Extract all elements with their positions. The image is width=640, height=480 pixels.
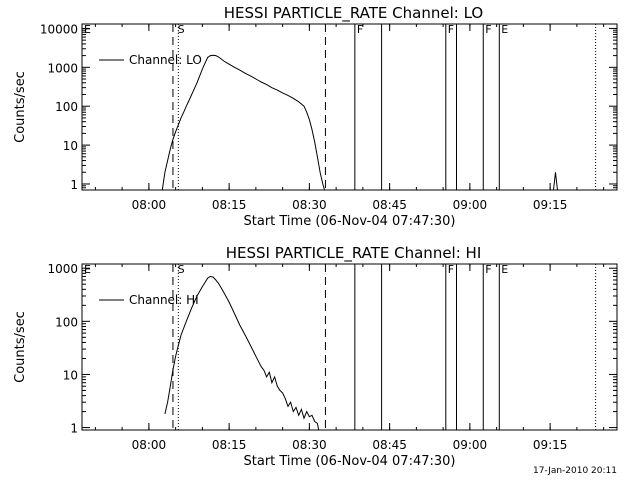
flag-label: F [485,23,491,36]
y-tick-label: 1000 [47,262,78,276]
flag-label: E [501,23,508,36]
flag-label: F [357,23,363,36]
legend-label: Channel: LO [129,53,202,67]
x-tick-label: 08:30 [292,438,327,452]
series-line-channel-lo [161,54,325,191]
flag-label: E [84,23,91,36]
x-tick-label: 08:45 [372,438,407,452]
flag-label: S [178,263,185,276]
flag-label: E [501,263,508,276]
x-axis-label: Start Time (06-Nov-04 07:47:30) [244,454,456,469]
plot-frame [81,23,618,191]
y-tick-label: 10 [63,139,78,153]
flag-label: F [448,23,454,36]
x-tick-label: 09:15 [533,198,568,212]
x-tick-label: 09:15 [533,438,568,452]
y-tick-label: 100 [55,315,78,329]
y-tick-label: 10 [63,368,78,382]
chart-title: HESSI PARTICLE_RATE Channel: LO [224,4,483,23]
y-tick-label: 100 [55,100,78,114]
legend-label: Channel: HI [129,293,199,307]
x-tick-label: 08:00 [132,438,167,452]
x-tick-label: 08:30 [292,198,327,212]
chart-title: HESSI PARTICLE_RATE Channel: HI [226,244,482,263]
series-line-channel-hi [164,275,320,431]
chart-panel-lo: HESSI PARTICLE_RATE Channel: LO Start Tim… [13,4,618,229]
y-tick-label: 1000 [47,61,78,75]
data-spike [552,172,558,191]
x-tick-label: 09:00 [453,198,488,212]
flag-label: F [485,263,491,276]
x-axis-label: Start Time (06-Nov-04 07:47:30) [244,214,456,229]
flag-label: S [178,23,185,36]
y-axis-label: Counts/sec [13,311,28,383]
x-tick-label: 08:00 [132,198,167,212]
flag-label: E [84,263,91,276]
y-tick-label: 10000 [40,22,78,36]
footer-date: 17-Jan-2010 20:11 [533,466,617,476]
y-axis-label: Counts/sec [13,71,28,143]
x-tick-label: 08:15 [212,198,247,212]
x-tick-label: 08:45 [372,198,407,212]
y-tick-label: 1 [70,178,78,192]
chart-panel-hi: HESSI PARTICLE_RATE Channel: HI Start Tim… [13,244,618,469]
x-tick-label: 09:00 [453,438,488,452]
x-tick-label: 08:15 [212,438,247,452]
plot-frame [81,263,618,431]
y-tick-label: 1 [70,422,78,436]
flag-label: F [448,263,454,276]
